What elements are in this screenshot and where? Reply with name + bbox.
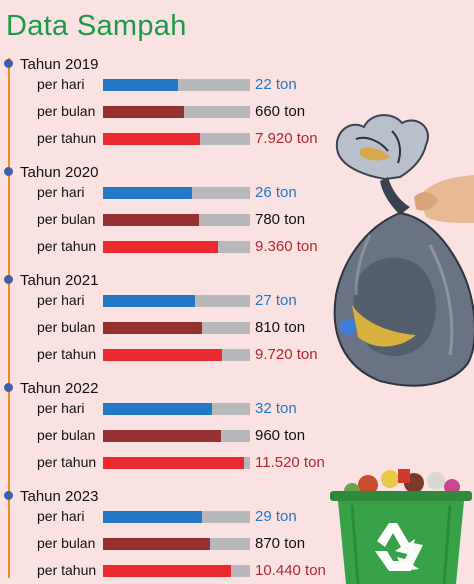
row-label: per bulan	[37, 319, 96, 335]
bar-track	[103, 214, 250, 226]
bar-track	[103, 106, 250, 118]
bar	[103, 241, 218, 253]
bar-track	[103, 295, 250, 307]
green-recycling-bin-icon	[330, 469, 472, 584]
timeline-dot	[4, 275, 13, 284]
data-label: 27 ton	[255, 292, 297, 309]
data-label: 870 ton	[255, 535, 306, 552]
row-label: per hari	[37, 184, 85, 200]
garbage-bag-in-hand-icon	[333, 114, 474, 387]
data-label: 9.720 ton	[255, 346, 318, 363]
row-label: per bulan	[37, 103, 96, 119]
bar	[103, 430, 221, 442]
bar-track	[103, 133, 250, 145]
year-label: Tahun 2020	[20, 164, 99, 181]
row-label: per hari	[37, 400, 85, 416]
row-label: per bulan	[37, 211, 96, 227]
data-label: 660 ton	[255, 103, 306, 120]
bar-track	[103, 322, 250, 334]
row-label: per tahun	[37, 346, 97, 362]
timeline-dot	[4, 491, 13, 500]
bar	[103, 79, 179, 91]
data-label: 32 ton	[255, 400, 297, 417]
row-label: per tahun	[37, 562, 97, 578]
bar-track	[103, 241, 250, 253]
bar-track	[103, 79, 250, 91]
data-label: 22 ton	[255, 76, 297, 93]
year-label: Tahun 2021	[20, 272, 99, 289]
row-label: per bulan	[37, 427, 96, 443]
bar-track	[103, 457, 250, 469]
bar-track	[103, 511, 250, 523]
bar	[103, 349, 223, 361]
bar-track	[103, 187, 250, 199]
bar-track	[103, 349, 250, 361]
data-label: 780 ton	[255, 211, 306, 228]
row-label: per bulan	[37, 535, 96, 551]
bar	[103, 538, 210, 550]
timeline-dot	[4, 59, 13, 68]
data-label: 10.440 ton	[255, 562, 326, 579]
row-label: per hari	[37, 76, 85, 92]
data-label: 810 ton	[255, 319, 306, 336]
bar	[103, 295, 196, 307]
row-label: per hari	[37, 508, 85, 524]
row-label: per tahun	[37, 454, 97, 470]
timeline-line	[8, 58, 10, 578]
row-label: per tahun	[37, 130, 97, 146]
bar	[103, 511, 203, 523]
row-label: per tahun	[37, 238, 97, 254]
bar	[103, 322, 203, 334]
data-label: 7.920 ton	[255, 130, 318, 147]
year-label: Tahun 2019	[20, 56, 99, 73]
bar-track	[103, 538, 250, 550]
year-label: Tahun 2022	[20, 380, 99, 397]
bar-track	[103, 403, 250, 415]
data-label: 960 ton	[255, 427, 306, 444]
data-label: 11.520 ton	[255, 454, 325, 471]
bar	[103, 565, 231, 577]
chart-title: Data Sampah	[6, 10, 187, 42]
bar	[103, 403, 213, 415]
data-label: 26 ton	[255, 184, 297, 201]
timeline-dot	[4, 167, 13, 176]
bar-track	[103, 565, 250, 577]
timeline-dot	[4, 383, 13, 392]
data-label: 29 ton	[255, 508, 297, 525]
data-label: 9.360 ton	[255, 238, 318, 255]
bar	[103, 457, 245, 469]
bar	[103, 106, 184, 118]
bar	[103, 214, 199, 226]
row-label: per hari	[37, 292, 85, 308]
bar-track	[103, 430, 250, 442]
year-label: Tahun 2023	[20, 488, 99, 505]
bar	[103, 187, 192, 199]
bar	[103, 133, 201, 145]
